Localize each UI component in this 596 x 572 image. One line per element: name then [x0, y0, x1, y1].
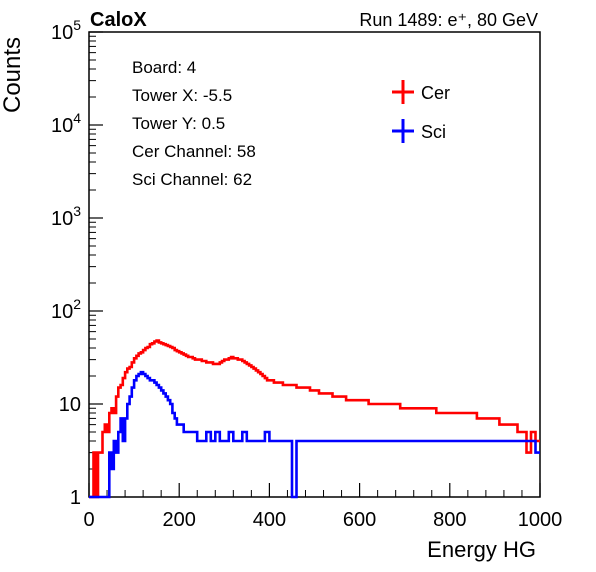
y-axis-label: Counts [0, 37, 26, 113]
x-tick-label: 800 [433, 509, 466, 531]
info-tower-y: Tower Y: 0.5 [132, 114, 225, 133]
info-board: Board: 4 [132, 58, 196, 77]
x-tick-label: 200 [163, 509, 196, 531]
plot-frame [88, 31, 541, 498]
legend-item-cer: Cer [392, 80, 450, 104]
y-tick-label: 102 [51, 296, 81, 323]
chart-title-right: Run 1489: e⁺, 80 GeV [359, 10, 538, 30]
legend-cer-label: Cer [421, 83, 450, 103]
y-tick-label: 105 [51, 17, 81, 44]
y-tick-label: 1 [70, 487, 81, 509]
x-tick-label: 400 [253, 509, 286, 531]
y-tick-label: 104 [51, 110, 81, 137]
x-tick-label: 600 [343, 509, 376, 531]
y-axis: 1 10 102 103 104 105 [51, 17, 103, 509]
x-tick-label: 1000 [518, 509, 563, 531]
legend-sci-label: Sci [421, 122, 446, 142]
info-cer-channel: Cer Channel: 58 [132, 142, 256, 161]
legend: Cer Sci [392, 80, 450, 143]
x-axis: 0 200 400 600 800 1000 [83, 483, 562, 531]
info-box: Board: 4 Tower X: -5.5 Tower Y: 0.5 Cer … [132, 58, 256, 189]
info-tower-x: Tower X: -5.5 [132, 86, 232, 105]
legend-item-sci: Sci [392, 119, 446, 143]
y-tick-label: 103 [51, 203, 81, 230]
y-tick-label: 10 [59, 394, 81, 416]
info-sci-channel: Sci Channel: 62 [132, 170, 252, 189]
series-sci-line [89, 370, 540, 499]
x-tick-label: 0 [83, 509, 94, 531]
x-axis-label: Energy HG [427, 537, 536, 562]
chart-title-left: CaloX [90, 9, 147, 31]
series-cer-line [89, 339, 540, 499]
series-layer [89, 339, 540, 499]
